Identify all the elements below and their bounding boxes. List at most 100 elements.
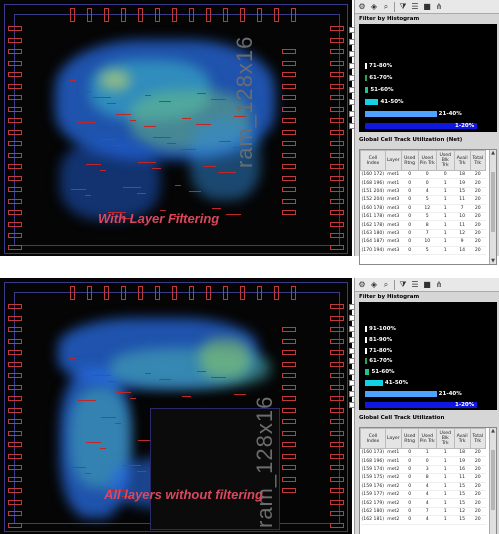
boundary-box — [4, 282, 348, 532]
table-row[interactable]: (164 187) met3 0 10 1 9 20 — [360, 237, 486, 247]
table-row[interactable]: (151 204) met3 0 4 1 15 20 — [360, 187, 486, 197]
table-row[interactable]: (160 172) met1 0 0 0 18 20 — [360, 170, 486, 180]
histogram-row[interactable] — [349, 315, 497, 322]
column-header[interactable]: Used Blk Trk — [435, 150, 455, 171]
pin-shape — [330, 175, 344, 181]
color-map-icon[interactable]: ■ — [423, 279, 431, 289]
histogram-row[interactable] — [349, 51, 497, 57]
histogram-row[interactable]: 51-60% — [349, 369, 497, 376]
table-row[interactable]: (159 177) met2 0 4 1 15 20 — [360, 490, 486, 500]
column-header[interactable]: Avail Trk — [453, 428, 471, 449]
histogram-row[interactable]: 21-40% — [349, 111, 497, 117]
table-row[interactable]: (168 196) met1 0 0 1 19 20 — [360, 456, 486, 466]
zoom-icon[interactable]: ⌕ — [383, 279, 389, 289]
layout-viewer-top[interactable]: ram_128x16 With Layer Filtering — [0, 0, 352, 256]
histogram-row[interactable]: 1-20% — [349, 123, 497, 129]
histogram-checkbox[interactable] — [349, 63, 355, 69]
histogram-checkbox[interactable] — [349, 347, 355, 354]
column-header[interactable]: Used Rtng — [400, 428, 419, 449]
color-map-icon[interactable]: ■ — [423, 1, 431, 11]
column-header[interactable]: Used Pin Trk — [417, 150, 437, 171]
histogram-row[interactable]: 51-60% — [349, 87, 497, 93]
histogram-checkbox[interactable] — [349, 51, 355, 57]
scroll-up-icon[interactable]: ▲ — [491, 428, 495, 434]
cell-marker — [226, 214, 241, 215]
column-header[interactable]: Layer — [384, 150, 402, 171]
histogram-checkbox[interactable] — [349, 336, 355, 343]
layers-icon[interactable]: ◈ — [370, 279, 378, 289]
histogram-checkbox[interactable] — [349, 39, 355, 45]
histogram-checkbox[interactable] — [349, 380, 355, 386]
column-header[interactable]: Total Trk — [469, 150, 486, 171]
histogram-checkbox[interactable] — [349, 369, 355, 376]
column-header[interactable]: Used Rtng — [400, 150, 419, 171]
column-header[interactable]: Total Trk — [469, 428, 486, 449]
list-icon[interactable]: ☰ — [411, 279, 419, 289]
table-cell: 1 — [418, 448, 437, 458]
table-row[interactable]: (162 178) met3 0 8 1 11 20 — [360, 220, 486, 230]
pin-shape — [282, 187, 296, 192]
histogram-row[interactable] — [349, 39, 497, 45]
layout-viewer-bottom[interactable]: ram_128x16 All layers without filtering — [0, 278, 352, 534]
scrollbar[interactable]: ▲▼ — [489, 428, 496, 534]
scrollbar[interactable]: ▲▼ — [489, 150, 496, 264]
table-row[interactable]: (160 178) met3 0 12 1 7 20 — [360, 204, 486, 213]
column-header[interactable]: Used Pin Trk — [417, 428, 437, 449]
column-header[interactable]: Avail Trk — [453, 150, 471, 171]
histogram-checkbox[interactable] — [349, 304, 355, 311]
table-cell: (159 174) — [360, 465, 386, 475]
histogram-row[interactable]: 1-20% — [349, 401, 497, 408]
histogram-row[interactable]: 81-90% — [349, 336, 497, 343]
table-row[interactable]: (162 181) met2 0 4 1 15 20 — [360, 515, 486, 525]
settings-icon[interactable]: ⚙ — [358, 1, 366, 11]
table-row[interactable]: (159 174) met2 0 3 1 16 20 — [360, 465, 486, 475]
scroll-down-icon[interactable]: ▼ — [491, 258, 495, 264]
histogram-checkbox[interactable] — [349, 123, 355, 129]
layers-icon[interactable]: ◈ — [370, 1, 378, 11]
histogram-row[interactable]: 71-80% — [349, 347, 497, 354]
histogram-checkbox[interactable] — [349, 75, 355, 81]
histogram-checkbox[interactable] — [349, 99, 355, 105]
filter-icon[interactable]: ⧩ — [399, 279, 407, 289]
histogram-row[interactable] — [349, 27, 497, 33]
table-row[interactable]: (162 179) met2 0 4 1 15 20 — [360, 498, 486, 508]
table-row[interactable]: (162 180) met2 0 7 1 12 20 — [360, 507, 486, 517]
column-header[interactable]: Cell Index — [360, 428, 386, 449]
histogram-row[interactable]: 71-80% — [349, 63, 497, 69]
histogram-row[interactable]: 21-40% — [349, 390, 497, 397]
histogram-row[interactable]: 41-50% — [349, 99, 497, 105]
filter-icon[interactable]: ⧩ — [399, 1, 407, 11]
histogram-checkbox[interactable] — [349, 401, 355, 408]
table-row[interactable]: (170 194) met3 0 5 1 14 20 — [360, 246, 486, 255]
histogram-row[interactable]: 91-100% — [349, 326, 497, 332]
histogram-row[interactable]: 41-50% — [349, 380, 497, 386]
table-row[interactable]: (161 178) met3 0 5 1 10 20 — [360, 212, 486, 222]
histogram-checkbox[interactable] — [349, 390, 355, 397]
histogram-checkbox[interactable] — [349, 315, 355, 322]
histogram-row[interactable]: 61-70% — [349, 358, 497, 365]
histogram-checkbox[interactable] — [349, 111, 355, 117]
table-row[interactable]: (152 204) met3 0 5 1 11 20 — [360, 195, 486, 205]
histogram-checkbox[interactable] — [349, 87, 355, 93]
table-row[interactable]: (163 180) met3 0 7 1 12 20 — [360, 229, 486, 239]
table-row[interactable]: (159 175) met2 0 8 1 11 20 — [360, 473, 486, 483]
histogram-checkbox[interactable] — [349, 326, 355, 332]
column-header[interactable]: Used Blk Trk — [435, 428, 455, 449]
histogram-checkbox[interactable] — [349, 358, 355, 365]
histogram-row[interactable]: 61-70% — [349, 75, 497, 81]
histogram-checkbox[interactable] — [349, 27, 355, 33]
settings-icon[interactable]: ⚙ — [358, 279, 366, 289]
table-row[interactable]: (168 196) met1 0 0 1 19 20 — [360, 178, 486, 188]
table-row[interactable]: (160 173) met1 0 1 1 18 20 — [360, 448, 486, 458]
column-header[interactable]: Cell Index — [360, 150, 386, 171]
list-icon[interactable]: ☰ — [411, 1, 419, 11]
tree-icon[interactable]: ⋔ — [435, 1, 443, 11]
pin-shape — [8, 83, 22, 89]
scroll-up-icon[interactable]: ▲ — [491, 150, 495, 156]
histogram-row[interactable] — [349, 304, 497, 311]
tree-icon[interactable]: ⋔ — [435, 279, 443, 289]
zoom-icon[interactable]: ⌕ — [383, 1, 389, 11]
table-cell: 20 — [470, 178, 486, 188]
column-header[interactable]: Layer — [384, 428, 402, 449]
table-row[interactable]: (159 176) met2 0 4 1 15 20 — [360, 482, 486, 491]
